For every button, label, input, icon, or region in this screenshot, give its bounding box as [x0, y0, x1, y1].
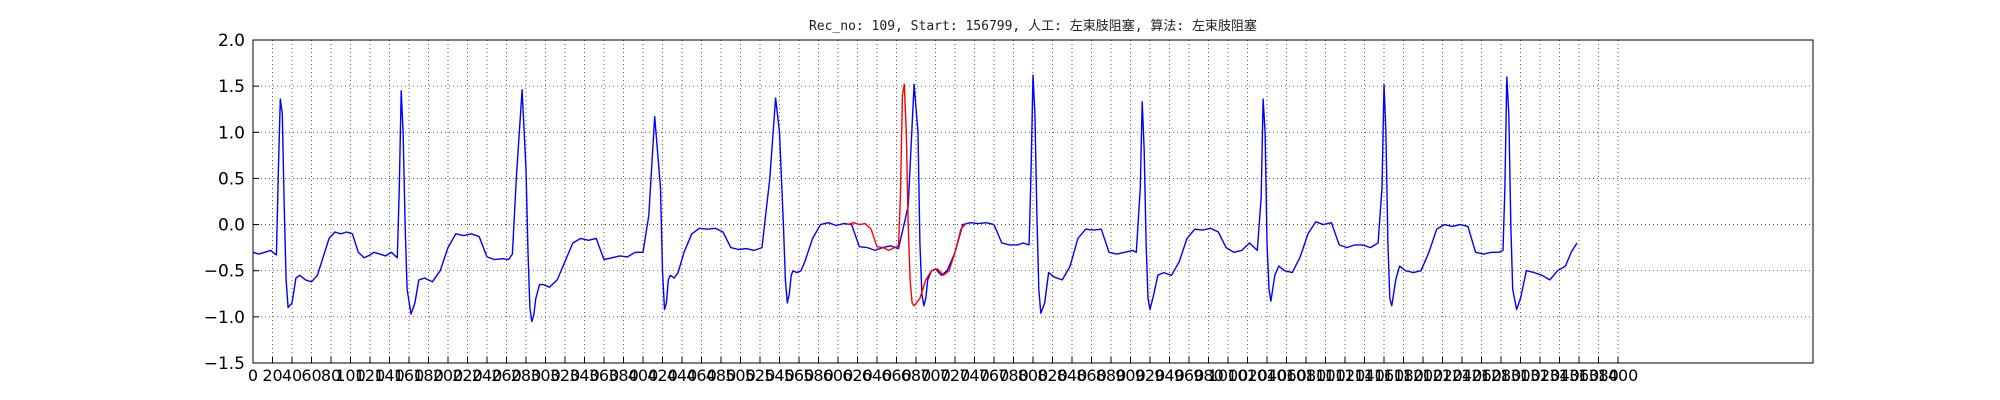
x-tick-label: 740 — [959, 366, 990, 385]
chart-title: Rec_no: 109, Start: 156799, 人工: 左束肢阻塞, 算… — [809, 18, 1257, 34]
x-tick-label: 460 — [686, 366, 717, 385]
x-tick-label: 520 — [745, 366, 776, 385]
x-tick-label: 1320 — [1520, 366, 1561, 385]
x-tick-label: 480 — [706, 366, 737, 385]
x-tick-label: 1160 — [1364, 366, 1405, 385]
x-tick-label: 340 — [569, 366, 600, 385]
x-tick-label: 800 — [1018, 366, 1049, 385]
y-tick-label: 1.5 — [218, 77, 245, 97]
x-tick-label: 580 — [803, 366, 834, 385]
x-tick-label: 620 — [842, 366, 873, 385]
x-tick-label: 60 — [301, 366, 321, 385]
x-tick-label: 860 — [1076, 366, 1107, 385]
x-tick-label: 1040 — [1247, 366, 1288, 385]
x-tick-label: 1380 — [1578, 366, 1619, 385]
x-tick-label: 100 — [335, 366, 366, 385]
x-tick-label: 880 — [1096, 366, 1127, 385]
x-tick-label: 1080 — [1286, 366, 1327, 385]
x-tick-label: 280 — [511, 366, 542, 385]
x-tick-label: 1020 — [1227, 366, 1268, 385]
x-tick-label: 1280 — [1481, 366, 1522, 385]
x-axis-ticks: 0 20 40 60 801001201401601802002202402602803… — [248, 357, 1638, 385]
x-tick-label: 1260 — [1461, 366, 1502, 385]
x-tick-label: 1340 — [1539, 366, 1580, 385]
x-tick-label: 1200 — [1403, 366, 1444, 385]
x-tick-label: 140 — [374, 366, 405, 385]
ecg-trace-2 — [847, 83, 968, 307]
x-tick-label: 760 — [979, 366, 1010, 385]
x-tick-label: 20 — [262, 366, 282, 385]
x-tick-label: 180 — [413, 366, 444, 385]
x-tick-label: 120 — [355, 366, 386, 385]
ecg-trace-1 — [1028, 74, 1578, 314]
x-tick-label: 260 — [491, 366, 522, 385]
x-tick-label: 840 — [1057, 366, 1088, 385]
x-tick-label: 1400 — [1598, 366, 1639, 385]
x-tick-label: 1000 — [1208, 366, 1249, 385]
x-tick-label: 640 — [862, 366, 893, 385]
x-tick-label: 1120 — [1325, 366, 1366, 385]
series-layer — [252, 74, 1578, 323]
y-tick-label: −1.5 — [204, 354, 245, 374]
x-tick-label: 440 — [667, 366, 698, 385]
x-tick-label: 980 — [1193, 366, 1224, 385]
x-tick-label: 560 — [784, 366, 815, 385]
x-tick-label: 40 — [282, 366, 302, 385]
y-tick-label: 0.0 — [218, 216, 245, 236]
x-tick-label: 700 — [920, 366, 951, 385]
x-tick-label: 0 — [248, 366, 258, 385]
ecg-trace-0 — [252, 83, 1030, 323]
x-tick-label: 1360 — [1559, 366, 1600, 385]
x-tick-label: 680 — [901, 366, 932, 385]
plot-frame — [252, 39, 1814, 364]
x-tick-label: 320 — [550, 366, 581, 385]
x-tick-label: 200 — [433, 366, 464, 385]
y-tick-label: 2.0 — [218, 31, 245, 51]
x-tick-label: 500 — [725, 366, 756, 385]
x-tick-label: 1300 — [1500, 366, 1541, 385]
x-tick-label: 220 — [452, 366, 483, 385]
y-tick-label: −1.0 — [204, 308, 245, 328]
x-tick-label: 1240 — [1442, 366, 1483, 385]
x-tick-label: 1220 — [1422, 366, 1463, 385]
x-tick-label: 400 — [628, 366, 659, 385]
x-tick-label: 720 — [940, 366, 971, 385]
x-tick-label: 960 — [1174, 366, 1205, 385]
y-tick-label: 1.0 — [218, 123, 245, 143]
x-tick-label: 1180 — [1383, 366, 1424, 385]
x-tick-label: 160 — [394, 366, 425, 385]
x-tick-label: 240 — [472, 366, 503, 385]
y-tick-label: −0.5 — [204, 262, 245, 282]
x-tick-label: 360 — [589, 366, 620, 385]
x-tick-label: 1140 — [1344, 366, 1385, 385]
x-tick-label: 380 — [608, 366, 639, 385]
x-tick-label: 540 — [764, 366, 795, 385]
y-axis-ticks: −1.5 −1.0 −0.5 0.0 0.5 1.0 1.5 2.0 — [204, 31, 259, 374]
x-tick-label: 1100 — [1305, 366, 1346, 385]
x-tick-label: 420 — [647, 366, 678, 385]
grid — [252, 39, 1813, 364]
y-tick-label: 0.5 — [218, 169, 245, 189]
x-tick-label: 600 — [823, 366, 854, 385]
x-tick-label: 780 — [998, 366, 1029, 385]
x-tick-label: 300 — [530, 366, 561, 385]
x-tick-label: 660 — [881, 366, 912, 385]
x-tick-label: 940 — [1154, 366, 1185, 385]
x-tick-label: 900 — [1115, 366, 1146, 385]
x-tick-label: 920 — [1135, 366, 1166, 385]
x-tick-label: 1060 — [1266, 366, 1307, 385]
x-tick-label: 820 — [1037, 366, 1068, 385]
x-tick-label: 80 — [321, 366, 341, 385]
